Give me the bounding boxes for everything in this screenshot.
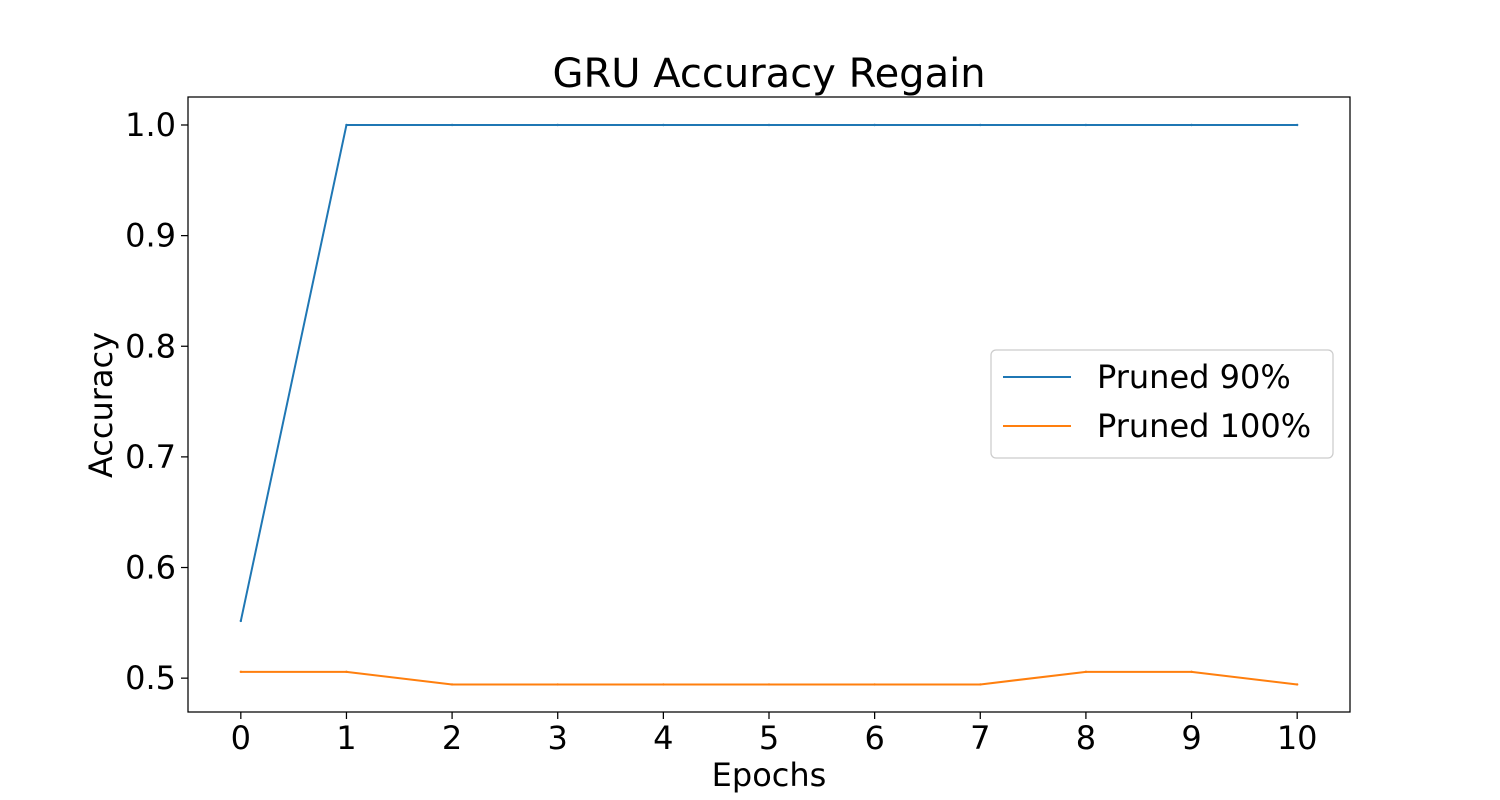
- y-tick-label: 0.5: [125, 659, 176, 697]
- x-tick-label: 0: [231, 719, 251, 757]
- x-tick-label: 2: [442, 719, 462, 757]
- x-tick-label: 4: [653, 719, 673, 757]
- y-tick-label: 0.6: [125, 549, 176, 587]
- x-tick-label: 3: [548, 719, 568, 757]
- y-tick-label: 0.7: [125, 438, 176, 476]
- legend: Pruned 90% Pruned 100%: [990, 349, 1334, 459]
- data-point-1-1: [345, 670, 348, 674]
- chart-title: GRU Accuracy Regain: [552, 51, 985, 97]
- axis-ticks: 0 1 2 3 4 5 6 7 8 9 10 0.5 0.6 0.7 0.8 0.9 1.0: [125, 106, 1317, 757]
- x-tick-label: 9: [1181, 719, 1201, 757]
- data-point-0-10: [1295, 123, 1299, 127]
- legend-box: [990, 349, 1334, 459]
- data-point-1-0: [239, 670, 243, 674]
- data-point-1-2: [450, 683, 454, 686]
- legend-label-1: Pruned 100%: [1097, 407, 1311, 445]
- data-point-1-4: [662, 683, 665, 686]
- data-point-0-1: [345, 123, 348, 127]
- data-point-0-2: [450, 123, 454, 127]
- data-point-0-5: [767, 123, 771, 127]
- y-tick-label: 0.9: [125, 217, 176, 255]
- x-tick-label: 10: [1277, 719, 1318, 757]
- x-axis-label: Epochs: [712, 756, 827, 794]
- plot-area: [239, 123, 1299, 686]
- data-point-0-6: [873, 123, 876, 127]
- data-point-1-3: [556, 683, 559, 686]
- data-point-1-10: [1295, 683, 1299, 686]
- y-tick-label: 1.0: [125, 106, 176, 144]
- data-point-1-7: [979, 683, 982, 686]
- data-point-1-8: [1084, 670, 1088, 674]
- data-point-0-9: [1190, 123, 1193, 127]
- data-point-1-6: [873, 683, 876, 686]
- legend-label-0: Pruned 90%: [1097, 358, 1291, 396]
- data-point-0-3: [556, 123, 559, 127]
- y-tick-label: 0.8: [125, 327, 176, 365]
- data-point-0-4: [662, 123, 665, 127]
- data-point-0-0: [239, 619, 243, 623]
- data-point-0-8: [1084, 123, 1088, 127]
- x-tick-label: 7: [970, 719, 990, 757]
- y-axis-label: Accuracy: [82, 332, 120, 478]
- data-point-1-5: [767, 683, 771, 686]
- x-tick-label: 6: [864, 719, 884, 757]
- x-tick-label: 1: [336, 719, 356, 757]
- data-point-0-7: [979, 123, 982, 127]
- x-tick-label: 8: [1076, 719, 1096, 757]
- x-tick-label: 5: [759, 719, 779, 757]
- data-point-1-9: [1190, 670, 1193, 674]
